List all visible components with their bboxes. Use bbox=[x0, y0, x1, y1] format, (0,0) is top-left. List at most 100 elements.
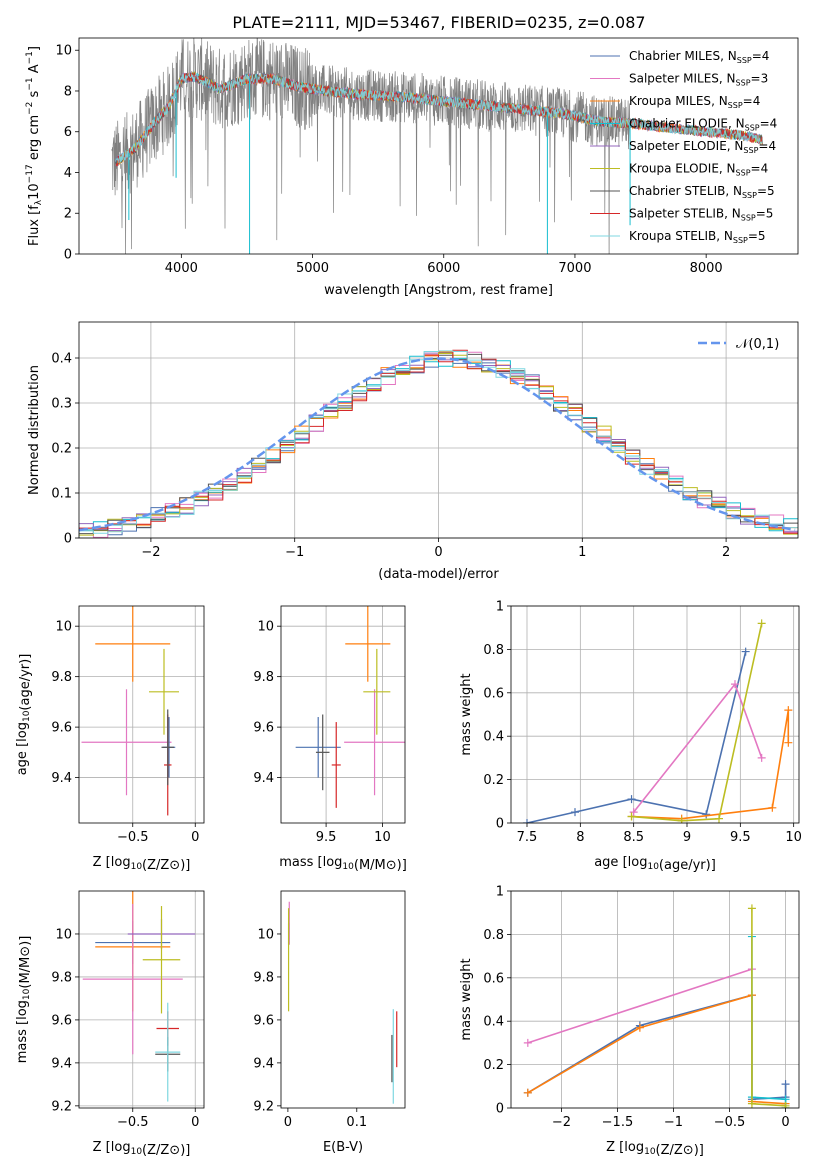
x-tick-label: 0 bbox=[434, 545, 442, 560]
x-tick-label: 0 bbox=[284, 1115, 292, 1130]
series-line bbox=[751, 936, 787, 1108]
legend-name: Chabrier STELIB bbox=[629, 184, 725, 198]
x-tick-label: 1 bbox=[578, 545, 586, 560]
series-marker bbox=[781, 1104, 790, 1108]
x-tick-label: 8.5 bbox=[623, 830, 644, 845]
legend-label: Chabrier MILES, NSSP=4 bbox=[629, 49, 769, 65]
x-tick-label: 9 bbox=[683, 830, 691, 845]
series-marker bbox=[629, 808, 638, 817]
x-tick-label: 6000 bbox=[427, 261, 460, 276]
normal-curve bbox=[79, 357, 796, 532]
series-marker bbox=[768, 803, 777, 812]
legend-nssp: 3 bbox=[761, 72, 769, 86]
legend-nssp: 4 bbox=[753, 94, 761, 108]
y-tick-label: 9.8 bbox=[51, 970, 72, 985]
y-tick-label: 9.4 bbox=[253, 771, 274, 786]
x-axis-label: Z [log10(Z/Z⊙)] bbox=[93, 855, 191, 873]
x-tick-label: −1.5 bbox=[602, 1115, 634, 1130]
series-marker bbox=[715, 814, 723, 823]
series-marker bbox=[747, 1099, 756, 1108]
axes-frame bbox=[510, 890, 800, 1109]
x-tick-label: 8000 bbox=[690, 261, 723, 276]
axes-frame bbox=[78, 890, 205, 1109]
series-marker bbox=[627, 795, 636, 804]
series-line bbox=[751, 908, 787, 1108]
legend-name: Salpeter MILES bbox=[629, 72, 719, 86]
y-tick-label: 9.4 bbox=[51, 1056, 72, 1071]
legend-label: Salpeter STELIB, NSSP=5 bbox=[629, 207, 773, 223]
x-tick-label: −0.5 bbox=[117, 830, 149, 845]
y-tick-label: 0.4 bbox=[51, 352, 72, 367]
plot-area bbox=[523, 619, 793, 823]
x-tick-label: 0.1 bbox=[346, 1115, 367, 1130]
y-tick-label: 9.8 bbox=[253, 970, 274, 985]
y-tick-label: 10 bbox=[257, 620, 274, 635]
y-tick-label: 9.2 bbox=[51, 1099, 72, 1114]
plot-area bbox=[295, 606, 405, 808]
axes: −0.5 0 9.4 9.6 9.8 10 Z [log10(Z/Z⊙)] age [log1… bbox=[15, 605, 205, 873]
series-marker bbox=[784, 706, 793, 715]
y-tick-label: 0 bbox=[496, 817, 504, 832]
y-axis-label: mass [log10(M/M⊙)] bbox=[15, 936, 33, 1064]
series-line bbox=[527, 994, 786, 1105]
x-tick-label: −2 bbox=[141, 545, 160, 560]
series-line bbox=[527, 968, 753, 1044]
series-marker bbox=[757, 753, 766, 762]
y-tick-label: 9.4 bbox=[51, 771, 72, 786]
axes: −2 −1.5 −1 −0.5 0 0 0.2 0.4 0.6 0.8 1 Z [log10(Z/Z⊙… bbox=[459, 885, 800, 1158]
legend-name: Salpeter STELIB bbox=[629, 207, 724, 221]
model-line bbox=[115, 72, 763, 164]
series-marker bbox=[741, 647, 750, 656]
legend-nssp: 4 bbox=[761, 162, 769, 176]
x-tick-label: 9.5 bbox=[730, 830, 751, 845]
legend-nssp: 5 bbox=[766, 207, 774, 221]
y-tick-label: 9.6 bbox=[253, 721, 274, 736]
y-tick-label: 0.6 bbox=[483, 971, 504, 986]
legend-label: Kroupa MILES, NSSP=4 bbox=[629, 94, 760, 110]
series-line bbox=[633, 682, 763, 813]
y-tick-label: 9.8 bbox=[51, 670, 72, 685]
x-axis-label: mass [log10(M/M⊙)] bbox=[279, 855, 407, 873]
y-tick-label: 10 bbox=[55, 927, 72, 942]
x-axis-label: wavelength [Angstrom, rest frame] bbox=[324, 283, 553, 298]
axes-frame bbox=[280, 605, 406, 824]
x-tick-label: 5000 bbox=[296, 261, 329, 276]
series-marker bbox=[635, 1023, 644, 1032]
axes: 0 0.1 9.2 9.4 9.6 9.8 10 E(B-V) bbox=[253, 890, 406, 1155]
x-tick-label: 0 bbox=[781, 1115, 789, 1130]
y-tick-label: 0.2 bbox=[483, 1058, 504, 1073]
x-tick-label: 7000 bbox=[558, 261, 591, 276]
y-tick-label: 2 bbox=[64, 207, 72, 222]
x-axis-label: (data-model)/error bbox=[378, 567, 499, 582]
x-tick-label: 0 bbox=[191, 1115, 199, 1130]
y-tick-label: 0.1 bbox=[51, 487, 72, 502]
legend-label: 𝒩(0,1) bbox=[736, 337, 779, 352]
y-tick-label: 0.2 bbox=[483, 773, 504, 788]
x-tick-label: −0.5 bbox=[117, 1115, 149, 1130]
x-axis-label: E(B-V) bbox=[323, 1140, 363, 1155]
plot-area bbox=[287, 901, 398, 1104]
y-tick-label: 1 bbox=[496, 600, 504, 615]
x-tick-label: 2 bbox=[722, 545, 730, 560]
figure-title: PLATE=2111, MJD=53467, FIBERID=0235, z=0… bbox=[232, 13, 645, 32]
panel-3: −0.5 0 9.4 9.6 9.8 10 Z [log10(Z/Z⊙)] age [log1… bbox=[15, 605, 205, 873]
series-marker bbox=[523, 1038, 532, 1047]
y-axis-label: age [log10(age/yr)] bbox=[15, 654, 33, 776]
x-axis-label: Z [log10(Z/Z⊙)] bbox=[606, 1140, 704, 1158]
y-tick-label: 6 bbox=[64, 125, 72, 140]
axes-frame bbox=[78, 37, 799, 255]
y-axis-label: mass weight bbox=[459, 673, 474, 755]
y-tick-label: 10 bbox=[55, 620, 72, 635]
plot-area bbox=[523, 904, 790, 1108]
legend-name: Salpeter ELODIE bbox=[629, 139, 727, 153]
y-tick-label: 0.3 bbox=[51, 397, 72, 412]
y-tick-label: 0.4 bbox=[483, 1015, 504, 1030]
panel-7: 0 0.1 9.2 9.4 9.6 9.8 10 E(B-V) bbox=[253, 890, 406, 1155]
legend-nssp: 5 bbox=[758, 229, 766, 243]
axes: 7.5 8 8.5 9 9.5 10 0 0.2 0.4 0.6 0.8 1 age [log10(ag… bbox=[459, 600, 802, 874]
legend-label: Kroupa STELIB, NSSP=5 bbox=[629, 229, 766, 245]
series-line bbox=[631, 623, 763, 822]
y-tick-label: 0.4 bbox=[483, 730, 504, 745]
y-axis-label: Normed distribution bbox=[27, 365, 42, 495]
